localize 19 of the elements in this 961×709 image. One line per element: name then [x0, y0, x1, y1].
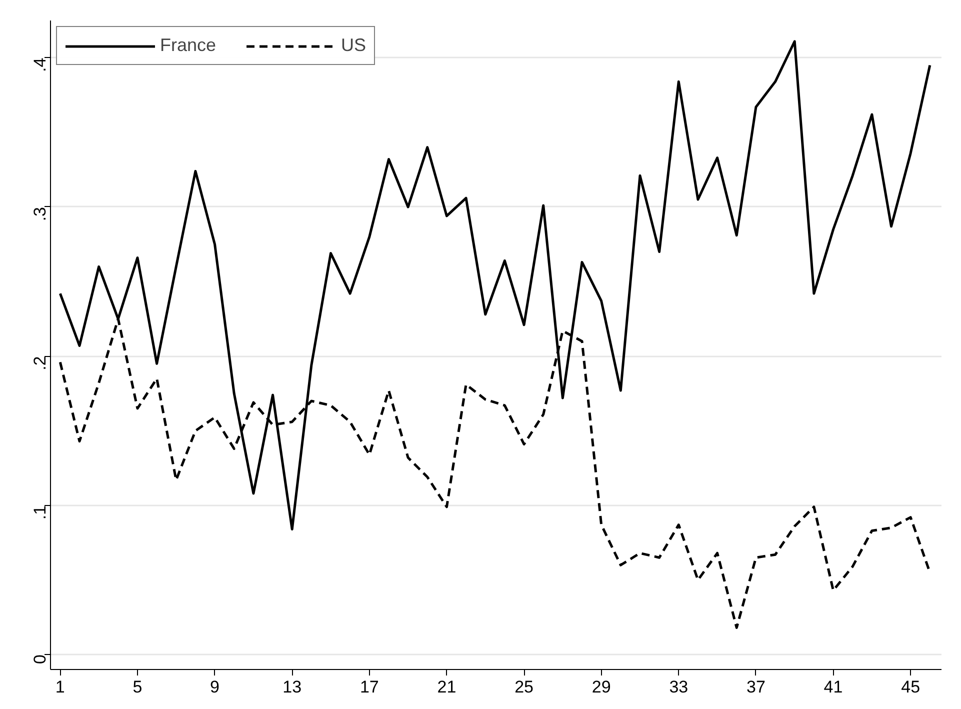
y-tick-label: .2: [30, 356, 50, 370]
x-tick-label: 9: [210, 678, 220, 696]
legend-label: US: [341, 35, 366, 56]
x-tick-label: 25: [514, 678, 534, 696]
x-tick-label: 21: [437, 678, 456, 696]
x-tick-label: 13: [282, 678, 302, 696]
y-tick-label: .3: [30, 206, 50, 222]
x-tick-label: 29: [592, 678, 611, 696]
x-tick-label: 41: [824, 678, 843, 696]
x-tick-label: 33: [669, 678, 688, 696]
y-tick-label: 0: [30, 654, 50, 664]
legend-label: France: [160, 35, 216, 56]
y-tick-label: .4: [30, 58, 50, 72]
y-tick-label: .1: [30, 505, 50, 520]
x-tick-label: 45: [901, 678, 920, 696]
x-tick-label: 37: [746, 678, 766, 696]
x-tick-label: 17: [360, 678, 379, 696]
x-tick-label: 5: [132, 678, 142, 696]
x-tick-label: 1: [55, 678, 65, 696]
